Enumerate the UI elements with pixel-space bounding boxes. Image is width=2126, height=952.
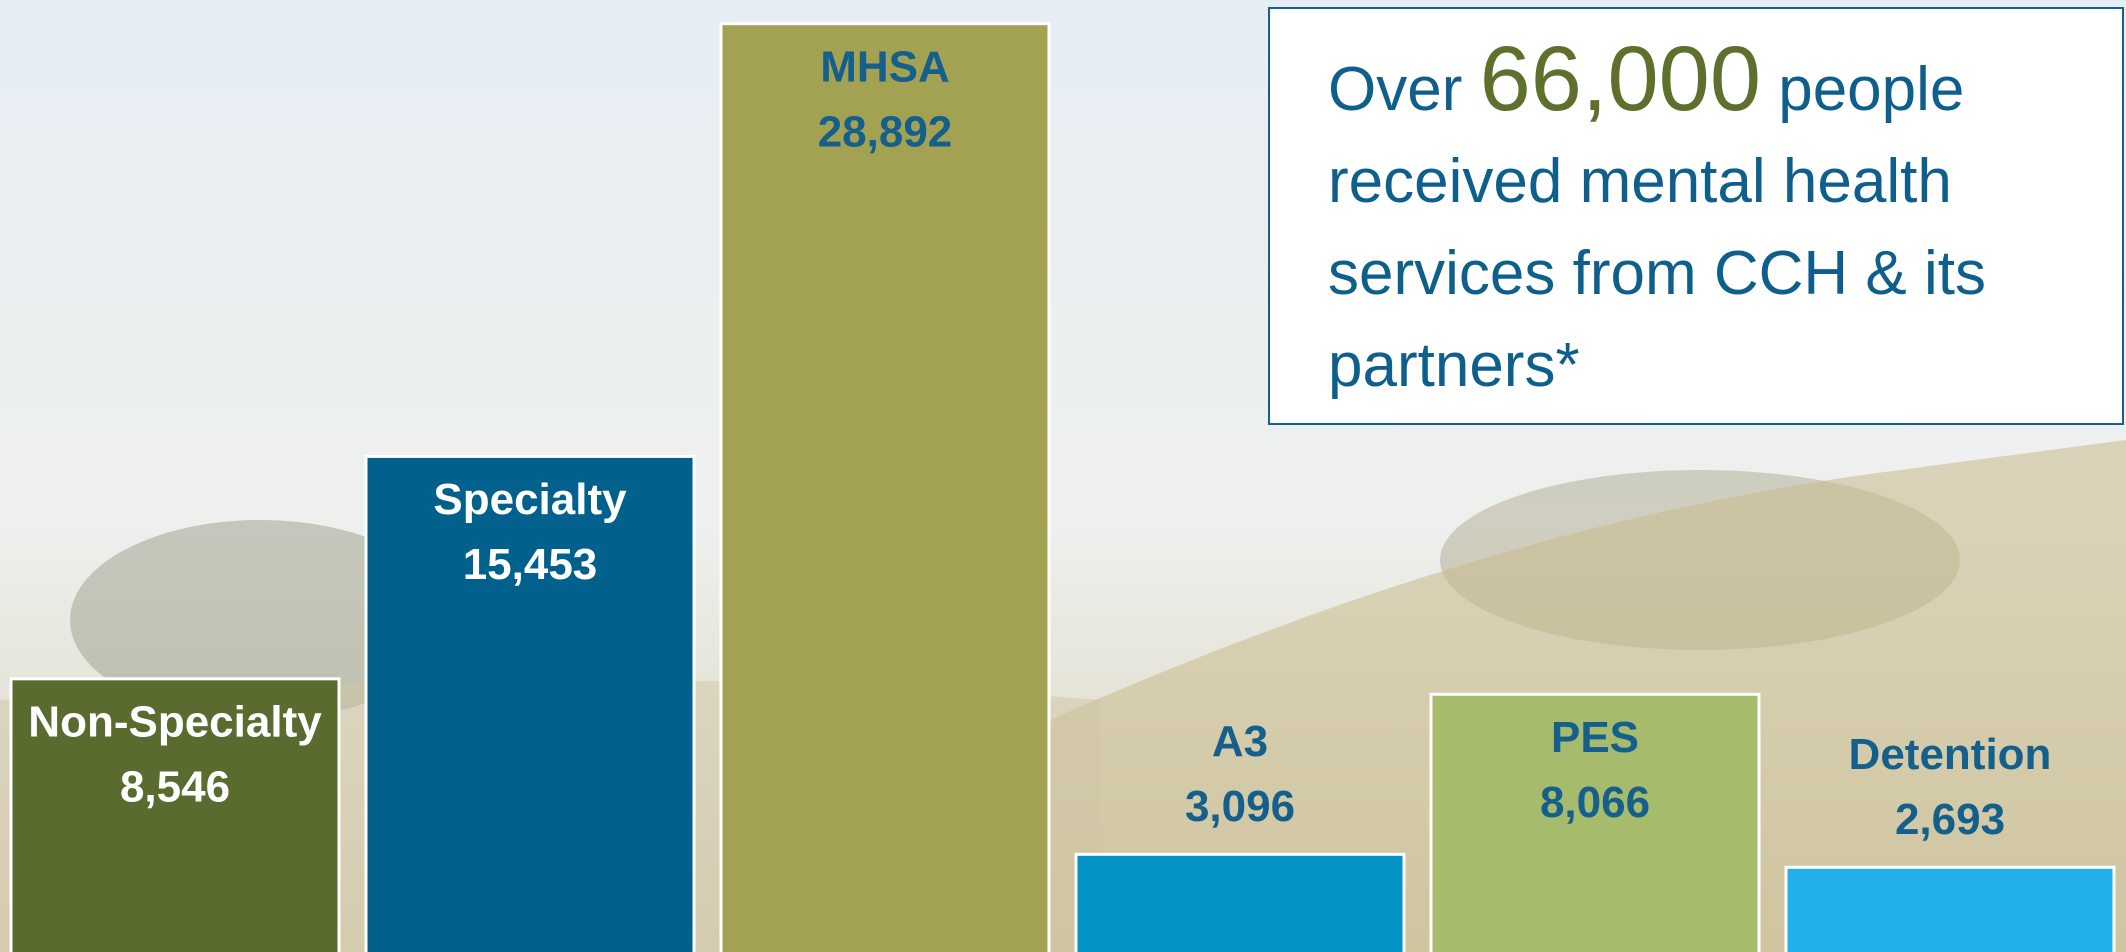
bar xyxy=(721,24,1049,952)
bar-category-label: A3 xyxy=(1212,717,1268,766)
bar-category-label: PES xyxy=(1551,713,1639,762)
bar-category-label: Detention xyxy=(1849,730,2052,779)
bar xyxy=(1076,854,1404,952)
bar-category-label: MHSA xyxy=(820,42,950,91)
slide: Non-Specialty 8,546 Specialty 15,453 MHSA 28,… xyxy=(0,0,2126,952)
value-label: 28,892 xyxy=(818,107,953,156)
bar xyxy=(366,456,694,952)
annotation-prefix: Over xyxy=(1328,55,1462,124)
value-label: 8,546 xyxy=(120,762,230,811)
annotation: Over 66,000 people received mental healt… xyxy=(1328,33,2088,412)
annotation-highlight: 66,000 xyxy=(1480,28,1761,130)
value-label: 15,453 xyxy=(463,540,598,589)
value-label: 3,096 xyxy=(1185,782,1295,831)
bar-category-label: Specialty xyxy=(433,475,627,524)
value-label: 8,066 xyxy=(1540,778,1650,827)
bar-category-label: Non-Specialty xyxy=(28,697,322,746)
bar xyxy=(1786,867,2114,952)
annotation-box: Over 66,000 people received mental healt… xyxy=(1268,7,2124,425)
value-label: 2,693 xyxy=(1895,795,2005,844)
